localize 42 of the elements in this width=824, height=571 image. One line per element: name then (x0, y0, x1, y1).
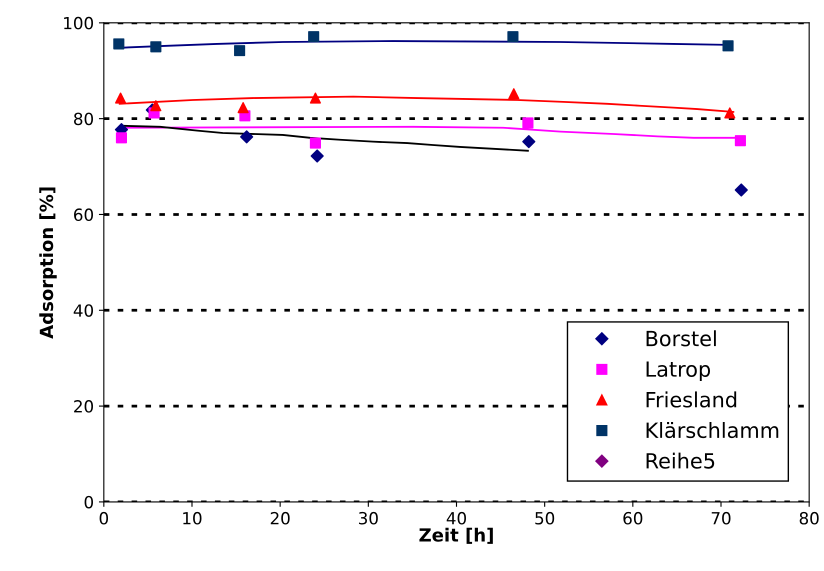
point (310, 92, 321, 104)
x-tick-label: 0 (100, 512, 108, 525)
point (238, 102, 249, 114)
legend-label: Latrop (646, 361, 710, 382)
legend-label: Friesland (646, 391, 736, 408)
legend-label: Borstel (646, 330, 716, 346)
point (150, 100, 162, 112)
point (508, 88, 520, 100)
y-tick-label: 100 (64, 16, 93, 30)
point (234, 45, 246, 56)
point (522, 135, 536, 148)
point (507, 31, 518, 42)
point (734, 183, 748, 197)
y-tick-label: 60 (74, 208, 93, 222)
y-tick-label: 20 (74, 400, 93, 413)
y-axis-title: Adsorption [%] (39, 188, 57, 339)
x-axis-title: Zeit [h] (419, 528, 493, 544)
point (722, 40, 734, 52)
point (724, 107, 736, 118)
y-tick-label: 0 (84, 496, 93, 508)
legend-label: Klärschlamm (646, 422, 778, 438)
x-tick-label: 10 (183, 512, 202, 525)
point (150, 41, 162, 52)
point (310, 149, 324, 163)
point (116, 132, 128, 144)
x-tick-label: 20 (270, 512, 290, 525)
point (113, 38, 124, 50)
x-tick-label: 50 (535, 512, 554, 525)
legend-label: Reihe5 (646, 452, 714, 469)
point (522, 117, 534, 129)
x-tick-label: 80 (800, 512, 819, 525)
point (115, 92, 126, 104)
point (734, 135, 746, 146)
point (240, 130, 254, 144)
x-tick-label: 60 (623, 512, 642, 525)
point (310, 138, 321, 149)
point (308, 31, 320, 42)
x-tick-label: 40 (446, 512, 466, 525)
y-tick-label: 40 (74, 304, 93, 317)
y-tick-label: 80 (74, 112, 93, 126)
x-tick-label: 30 (358, 512, 378, 525)
x-tick-label: 70 (712, 512, 730, 525)
